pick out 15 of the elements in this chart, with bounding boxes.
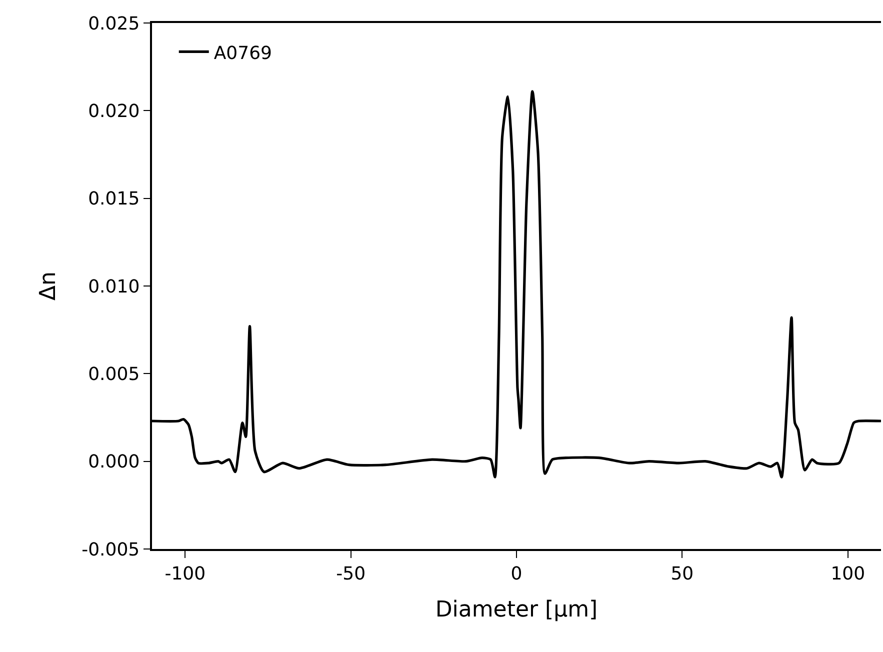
y-tick-label: 0.025 <box>88 13 140 34</box>
x-tick-label: 0 <box>510 563 522 584</box>
y-tick-label: 0.010 <box>88 276 140 298</box>
x-axis-title: Diameter [μm] <box>435 598 598 623</box>
y-tick-label: -0.005 <box>82 539 140 560</box>
y-tick-label: 0.015 <box>88 188 140 210</box>
legend-label: A0769 <box>214 42 272 64</box>
x-tick-label: 50 <box>670 563 694 584</box>
y-tick-label: 0.020 <box>88 100 140 122</box>
x-tick-label: 100 <box>830 563 866 584</box>
y-tick-label: 0.005 <box>88 364 140 385</box>
x-tick-label: -50 <box>336 563 366 584</box>
y-tick-label: 0.000 <box>88 452 140 473</box>
x-tick-label: -100 <box>164 563 206 584</box>
y-axis-title: Δn <box>36 272 61 300</box>
